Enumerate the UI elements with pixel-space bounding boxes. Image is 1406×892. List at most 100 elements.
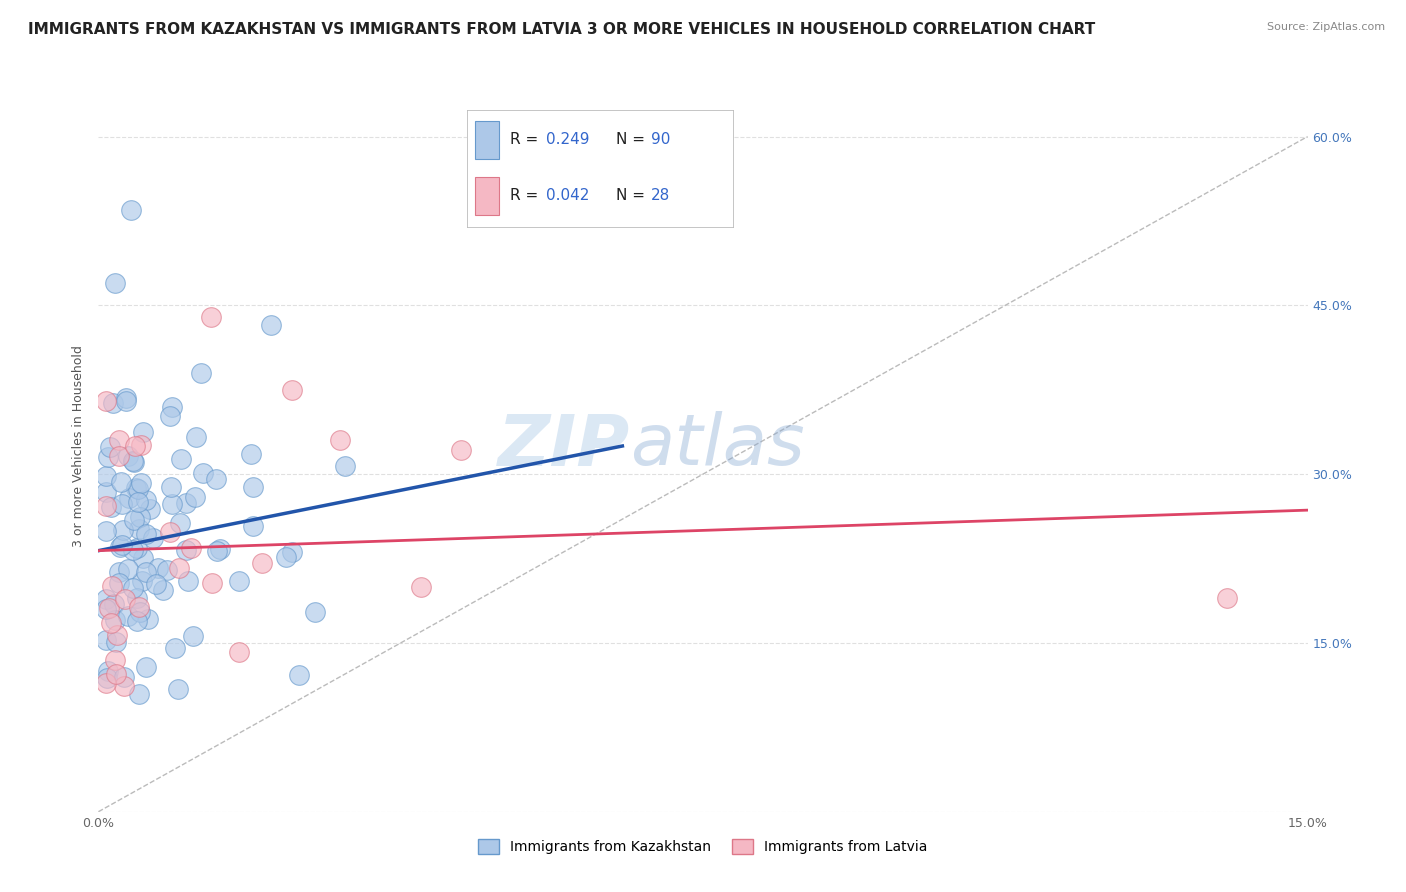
Text: IMMIGRANTS FROM KAZAKHSTAN VS IMMIGRANTS FROM LATVIA 3 OR MORE VEHICLES IN HOUSE: IMMIGRANTS FROM KAZAKHSTAN VS IMMIGRANTS… — [28, 22, 1095, 37]
Point — [120, 202, 142, 217]
Point — [205, 543, 228, 558]
Point — [98, 440, 121, 454]
Point — [138, 501, 160, 516]
Point — [177, 574, 200, 588]
Point — [209, 542, 232, 557]
Point — [128, 605, 150, 619]
Point — [96, 602, 118, 616]
Point — [96, 484, 118, 499]
Point — [228, 574, 250, 589]
Point — [96, 676, 118, 690]
Point — [156, 563, 179, 577]
Point — [110, 475, 132, 489]
Point — [174, 542, 197, 557]
Point — [193, 466, 215, 480]
Point — [121, 543, 143, 558]
Point — [190, 366, 212, 380]
Point — [145, 577, 167, 591]
Point — [152, 582, 174, 597]
Point — [169, 516, 191, 531]
Point — [117, 609, 139, 624]
Point — [281, 383, 304, 397]
Point — [111, 538, 134, 552]
Point — [329, 434, 352, 448]
Point — [122, 455, 145, 469]
Point — [114, 393, 136, 408]
Point — [132, 551, 155, 566]
Point — [142, 531, 165, 545]
Point — [174, 496, 197, 510]
Text: ZIP: ZIP — [498, 411, 630, 481]
Point — [181, 629, 204, 643]
Point — [112, 670, 135, 684]
Point — [1216, 591, 1239, 605]
Point — [135, 526, 157, 541]
Point — [96, 500, 118, 514]
Point — [96, 591, 118, 606]
Text: Source: ZipAtlas.com: Source: ZipAtlas.com — [1267, 22, 1385, 32]
Point — [281, 545, 304, 559]
Point — [128, 687, 150, 701]
Point — [104, 653, 127, 667]
Point — [135, 660, 157, 674]
Point — [111, 524, 134, 538]
Point — [112, 679, 135, 693]
Point — [122, 512, 145, 526]
Point — [108, 434, 131, 448]
Point — [100, 500, 122, 514]
Point — [129, 510, 152, 524]
Point — [124, 481, 146, 495]
Point — [159, 524, 181, 539]
Point — [124, 439, 146, 453]
Point — [136, 612, 159, 626]
Point — [117, 562, 139, 576]
Point — [107, 565, 129, 579]
Point — [165, 641, 187, 656]
Point — [104, 635, 127, 649]
Point — [97, 450, 120, 464]
Y-axis label: 3 or more Vehicles in Household: 3 or more Vehicles in Household — [72, 345, 86, 547]
Point — [128, 599, 150, 614]
Point — [228, 645, 250, 659]
Point — [167, 682, 190, 697]
Point — [96, 633, 118, 648]
Point — [105, 628, 128, 642]
Point — [167, 561, 190, 575]
Point — [184, 430, 207, 444]
Point — [127, 591, 149, 605]
Point — [97, 664, 120, 678]
Point — [146, 560, 169, 574]
Point — [183, 490, 205, 504]
Point — [333, 459, 356, 474]
Point — [135, 493, 157, 508]
Point — [260, 318, 283, 333]
Point — [103, 276, 125, 290]
Point — [125, 615, 148, 629]
Point — [122, 454, 145, 468]
Point — [131, 476, 153, 491]
Point — [304, 606, 326, 620]
Point — [110, 541, 132, 555]
Point — [242, 480, 264, 494]
Point — [127, 482, 149, 496]
Point — [104, 613, 127, 627]
Point — [117, 449, 139, 463]
Point — [160, 480, 183, 494]
Point — [96, 393, 118, 408]
Point — [242, 519, 264, 533]
Point — [96, 468, 118, 483]
Point — [100, 616, 122, 631]
Point — [104, 667, 127, 681]
Point — [274, 549, 297, 564]
Point — [118, 491, 141, 505]
Point — [160, 400, 183, 414]
Point — [127, 541, 149, 555]
Point — [204, 473, 226, 487]
Point — [103, 395, 125, 409]
Point — [122, 581, 145, 595]
Point — [108, 449, 131, 463]
Point — [100, 579, 122, 593]
Point — [250, 557, 273, 571]
Legend: Immigrants from Kazakhstan, Immigrants from Latvia: Immigrants from Kazakhstan, Immigrants f… — [472, 834, 934, 860]
Point — [103, 598, 125, 612]
